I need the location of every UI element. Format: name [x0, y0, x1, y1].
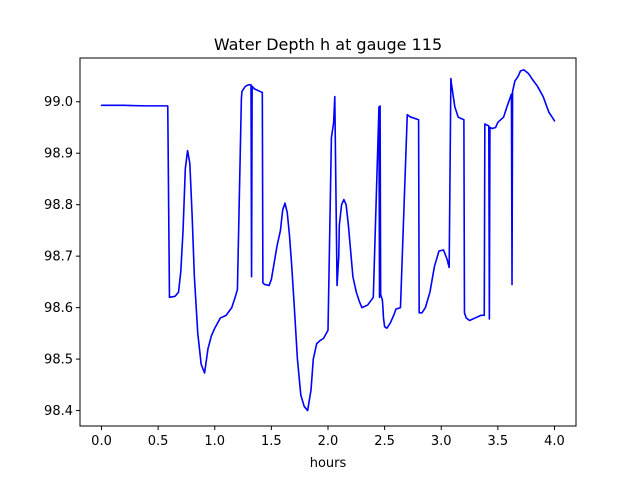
x-tick-label: 2.5	[374, 434, 395, 449]
y-tick-label: 98.4	[44, 404, 73, 419]
x-tick-label: 3.0	[431, 434, 452, 449]
x-tick-label: 1.0	[204, 434, 225, 449]
x-tick-label: 2.0	[318, 434, 339, 449]
chart-title: Water Depth h at gauge 115	[214, 35, 442, 54]
y-tick-label: 98.8	[44, 198, 73, 213]
x-tick-label: 4.0	[544, 434, 565, 449]
plot-area: 0.0 0.5 1.0 1.5 2.0 2.5 3.0 3.5 4.0 98.4 98.5 98.6 9…	[44, 57, 577, 449]
x-tick-label: 0.0	[91, 434, 112, 449]
x-tick-label: 1.5	[261, 434, 282, 449]
x-tick-label: 0.5	[148, 434, 169, 449]
series-line-0	[100, 69, 556, 412]
y-tick-label: 98.6	[44, 301, 73, 316]
y-tick-label: 98.5	[44, 353, 73, 368]
y-tick-label: 99.0	[44, 95, 73, 110]
x-tick-label: 3.5	[488, 434, 509, 449]
y-tick-label: 98.7	[44, 250, 73, 265]
x-axis-label: hours	[310, 456, 347, 471]
y-tick-label: 98.9	[44, 147, 73, 162]
